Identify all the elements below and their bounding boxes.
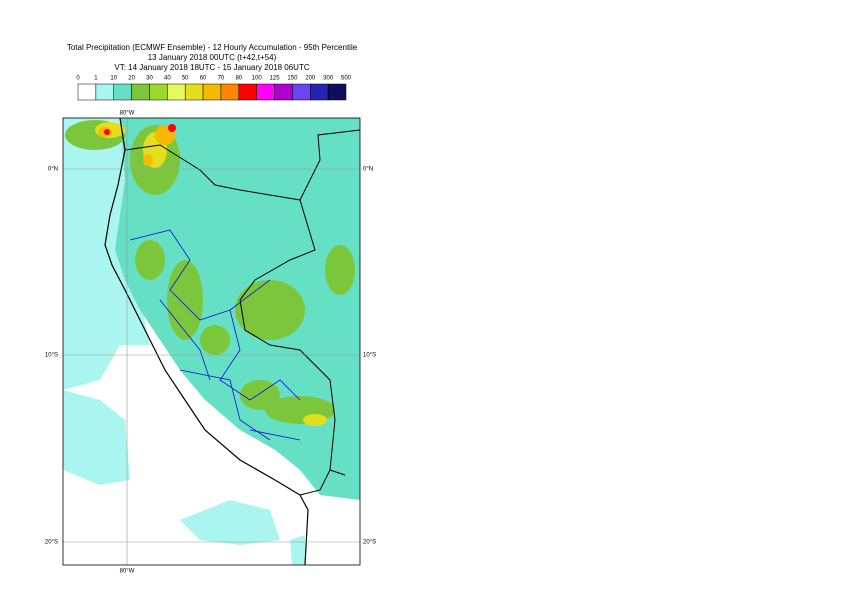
legend-label: 125: [270, 76, 281, 82]
map-frame: [62, 117, 361, 566]
legend-swatch: [220, 83, 240, 101]
title-line: 13 January 2018 00UTC (t+42,t+54): [148, 53, 277, 62]
title-line: Total Precipitation (ECMWF Ensemble) - 1…: [67, 43, 358, 52]
legend-label: 20: [128, 76, 135, 82]
legend-swatch: [256, 83, 275, 101]
lat-label: 0°N: [363, 167, 373, 173]
lat-label: 20°S: [45, 540, 58, 546]
legend-swatch: [202, 83, 222, 101]
legend-swatch: [184, 83, 204, 101]
legend-label: 70: [218, 76, 225, 82]
legend: 0 1 10 20 30 40 50 60 70 80 100 125 150 200 300 500: [76, 76, 352, 101]
legend-swatch: [95, 83, 114, 101]
legend-label: 50: [182, 76, 189, 82]
legend-label: 40: [164, 76, 171, 82]
legend-label: 300: [323, 76, 334, 82]
legend-swatch: [113, 83, 132, 101]
legend-swatch: [149, 83, 168, 101]
legend-swatch: [131, 83, 150, 101]
legend-swatch: [167, 83, 186, 101]
legend-label: 10: [110, 76, 117, 82]
graticule: [63, 118, 360, 565]
legend-swatch: [292, 83, 311, 101]
legend-label: 100: [252, 76, 263, 82]
legend-swatch: [238, 83, 257, 101]
legend-label: 1: [94, 76, 98, 82]
lat-label: 10°S: [363, 353, 376, 359]
legend-label: 80: [235, 76, 242, 82]
map: [63, 118, 360, 565]
legend-swatch: [77, 83, 97, 101]
lon-label: 80°W: [120, 569, 135, 575]
legend-label: 200: [305, 76, 316, 82]
legend-label: 0: [76, 76, 80, 82]
lat-label: 20°S: [363, 540, 376, 546]
title-line: VT: 14 January 2018 18UTC - 15 January 2…: [114, 63, 309, 72]
legend-swatch: [327, 83, 347, 101]
lat-label: 10°S: [45, 353, 58, 359]
legend-label: 150: [287, 76, 298, 82]
lat-label: 0°N: [48, 167, 58, 173]
legend-label: 60: [200, 76, 207, 82]
lon-label: 80°W: [120, 111, 135, 117]
legend-label: 30: [146, 76, 153, 82]
legend-swatch: [310, 83, 329, 101]
legend-swatch: [274, 83, 293, 101]
legend-label: 500: [341, 76, 352, 82]
